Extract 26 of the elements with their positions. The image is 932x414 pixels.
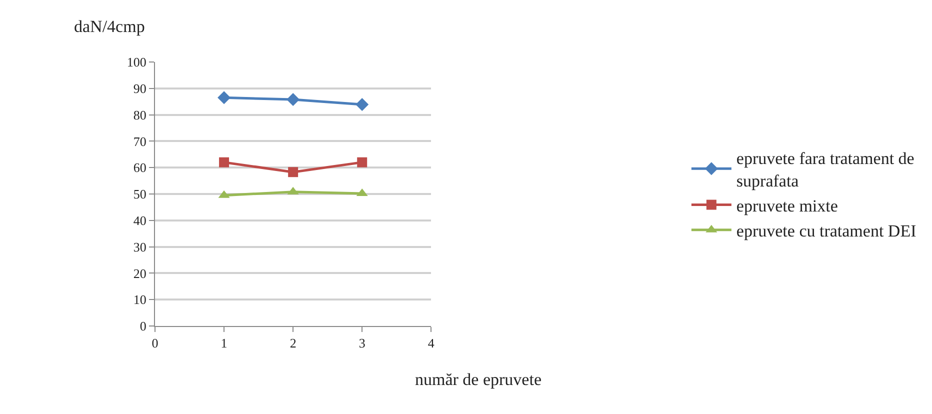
y-tick-label: 80 [133,107,146,122]
y-tick-label: 70 [133,134,146,149]
x-tick-label: 1 [220,336,228,351]
y-tick-label: 20 [133,266,146,281]
point [356,98,369,111]
x-tick-label: 2 [290,336,296,351]
x-tick-label: 4 [428,336,435,351]
point [219,157,230,168]
y-tick-label: 30 [133,239,146,254]
y-tick-label: 50 [133,186,146,202]
x-axis-title: număr de epruvete [415,370,542,389]
point [286,92,300,106]
point [288,167,298,178]
y-tick-label: 0 [140,318,146,334]
y-tick-label: 10 [133,292,146,308]
y-tick-label: 40 [133,212,146,228]
y-tick-label: 60 [133,160,146,176]
y-tick-label: 100 [126,54,146,70]
y-tick-label: 90 [133,80,146,96]
y-axis-title: daN/4cmp [74,17,145,36]
x-tick-label: 3 [358,336,366,351]
legend-label: epruvete cu tratament DEI [736,221,917,240]
x-tick-label: 0 [152,336,158,351]
legend-label: epruvete mixte [736,196,838,216]
point [218,91,231,104]
point [357,157,368,168]
